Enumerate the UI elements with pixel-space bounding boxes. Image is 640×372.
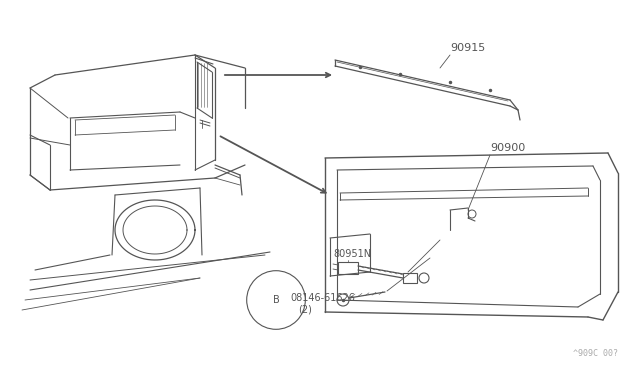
Text: 08146-61626: 08146-61626 [290,293,355,303]
Bar [338,262,358,274]
Text: 90915: 90915 [450,43,485,53]
Text: B: B [273,295,280,305]
Bar [403,273,417,283]
Text: (2): (2) [298,305,312,315]
Text: 90900: 90900 [490,143,525,153]
Text: 80951N: 80951N [333,249,371,259]
Text: ^909C 00?: ^909C 00? [573,349,618,358]
